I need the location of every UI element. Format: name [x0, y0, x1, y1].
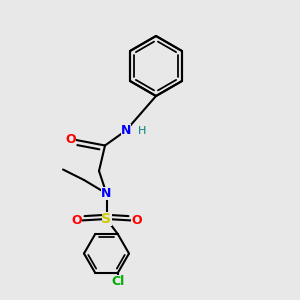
Text: N: N: [121, 124, 131, 137]
Text: Cl: Cl: [111, 275, 124, 288]
Text: O: O: [66, 133, 76, 146]
Text: O: O: [131, 214, 142, 227]
Text: O: O: [71, 214, 82, 227]
Text: N: N: [101, 187, 112, 200]
Text: H: H: [138, 125, 147, 136]
Text: S: S: [101, 212, 112, 226]
